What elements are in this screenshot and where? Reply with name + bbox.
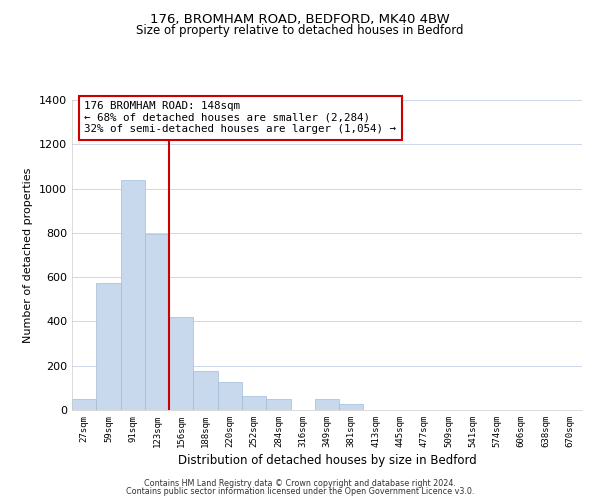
Text: Contains public sector information licensed under the Open Government Licence v3: Contains public sector information licen… (126, 487, 474, 496)
Bar (339, 404, 364, 410)
Bar (145, 234, 169, 410)
Bar (315, 400, 339, 410)
Bar (242, 396, 266, 410)
Bar (218, 382, 242, 410)
Bar (169, 317, 193, 410)
Bar (266, 399, 290, 410)
Text: 176 BROMHAM ROAD: 148sqm
← 68% of detached houses are smaller (2,284)
32% of sem: 176 BROMHAM ROAD: 148sqm ← 68% of detach… (84, 101, 396, 134)
Bar (96, 282, 121, 410)
Text: 176, BROMHAM ROAD, BEDFORD, MK40 4BW: 176, BROMHAM ROAD, BEDFORD, MK40 4BW (150, 12, 450, 26)
X-axis label: Distribution of detached houses by size in Bedford: Distribution of detached houses by size … (178, 454, 476, 467)
Text: Contains HM Land Registry data © Crown copyright and database right 2024.: Contains HM Land Registry data © Crown c… (144, 478, 456, 488)
Bar (72, 399, 96, 410)
Text: Size of property relative to detached houses in Bedford: Size of property relative to detached ho… (136, 24, 464, 37)
Bar (193, 370, 218, 410)
Bar (121, 180, 145, 410)
Y-axis label: Number of detached properties: Number of detached properties (23, 168, 34, 342)
